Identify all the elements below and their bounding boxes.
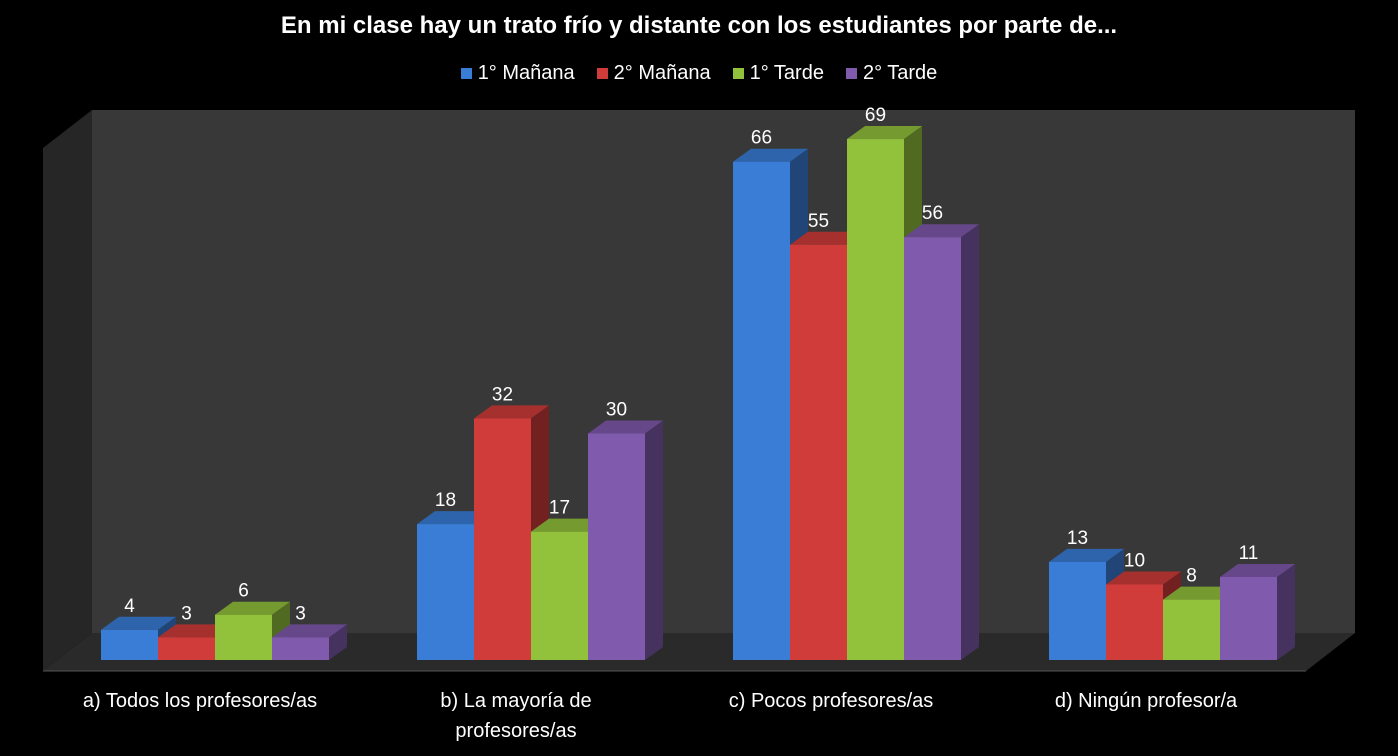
- data-label: 18: [435, 490, 456, 511]
- bar-front: [1163, 599, 1220, 660]
- category-label: c) Pocos profesores/as: [728, 690, 934, 712]
- bar-top: [1220, 563, 1295, 577]
- legend: 1° Mañana 2° Mañana 1° Tarde 2° Tarde: [0, 62, 1398, 85]
- legend-label: 1° Tarde: [749, 62, 824, 84]
- data-label: 3: [181, 603, 192, 624]
- legend-swatch: [460, 68, 472, 79]
- bar-top: [790, 231, 865, 245]
- data-label: 3: [295, 603, 306, 624]
- data-label: 56: [922, 203, 943, 224]
- bar: 10: [1106, 551, 1181, 660]
- bar-side: [329, 624, 347, 660]
- bar-front: [531, 531, 588, 660]
- legend-label: 1° Mañana: [477, 62, 575, 84]
- data-label: 4: [124, 596, 135, 617]
- bar-front: [790, 244, 847, 660]
- category-label: d) Ningún profesor/a: [1054, 690, 1238, 712]
- legend-swatch: [732, 68, 744, 79]
- data-label: 55: [808, 211, 829, 232]
- bar-top: [1106, 571, 1181, 585]
- data-label: 6: [238, 581, 249, 602]
- data-label: 13: [1067, 528, 1088, 549]
- bar-front: [1106, 584, 1163, 660]
- category-label: a) Todos los profesores/as: [82, 690, 318, 712]
- bar: 3: [158, 603, 233, 660]
- legend-label: 2° Tarde: [862, 62, 938, 84]
- bar: 3: [272, 603, 347, 660]
- legend-item: 1° Mañana: [460, 62, 575, 85]
- bar-front: [158, 637, 215, 660]
- data-label: 8: [1186, 566, 1197, 587]
- bar-side: [645, 420, 663, 660]
- bar-top: [531, 518, 606, 532]
- legend-label: 2° Mañana: [613, 62, 711, 84]
- bar-front: [904, 237, 961, 660]
- bar: 30: [588, 400, 663, 660]
- legend-swatch: [845, 68, 857, 79]
- data-label: 11: [1239, 543, 1259, 564]
- bar-top: [272, 624, 347, 638]
- legend-item: 1° Tarde: [732, 62, 824, 85]
- bar-front: [474, 418, 531, 660]
- bar-side: [961, 224, 979, 660]
- back-wall: [92, 110, 1355, 633]
- bar-front: [588, 433, 645, 660]
- bar-front: [1049, 561, 1106, 660]
- bar-front: [733, 161, 790, 660]
- data-label: 17: [549, 498, 570, 519]
- floor: [43, 633, 1355, 671]
- bar-side: [1277, 563, 1295, 660]
- bar-top: [474, 405, 549, 419]
- data-label: 32: [492, 384, 513, 405]
- data-label: 10: [1124, 551, 1145, 572]
- bar-front: [417, 524, 474, 660]
- bar-top: [158, 624, 233, 638]
- bar-front: [1220, 576, 1277, 660]
- bar-front: [272, 637, 329, 660]
- data-label: 30: [606, 400, 627, 421]
- bar: 11: [1220, 543, 1295, 660]
- bar-top: [1049, 548, 1124, 562]
- side-wall: [43, 110, 92, 671]
- data-label: 66: [751, 128, 772, 149]
- bar-front: [847, 139, 904, 661]
- bar-top: [417, 511, 492, 525]
- bar-top: [904, 224, 979, 238]
- bar-top: [215, 601, 290, 615]
- bar-front: [215, 614, 272, 660]
- legend-item: 2° Tarde: [845, 62, 938, 85]
- bar-top: [847, 126, 922, 140]
- bar: 56: [904, 203, 979, 660]
- bar-top: [1163, 586, 1238, 600]
- bar-top: [733, 148, 808, 162]
- legend-swatch: [596, 68, 608, 79]
- data-label: 69: [865, 105, 886, 126]
- chart-title: En mi clase hay un trato frío y distante…: [280, 12, 1118, 39]
- legend-item: 2° Mañana: [596, 62, 711, 85]
- bar-front: [101, 629, 158, 660]
- bar-top: [588, 420, 663, 434]
- category-label: b) La mayoría de profesores/as: [440, 690, 592, 742]
- bar-top: [101, 616, 176, 630]
